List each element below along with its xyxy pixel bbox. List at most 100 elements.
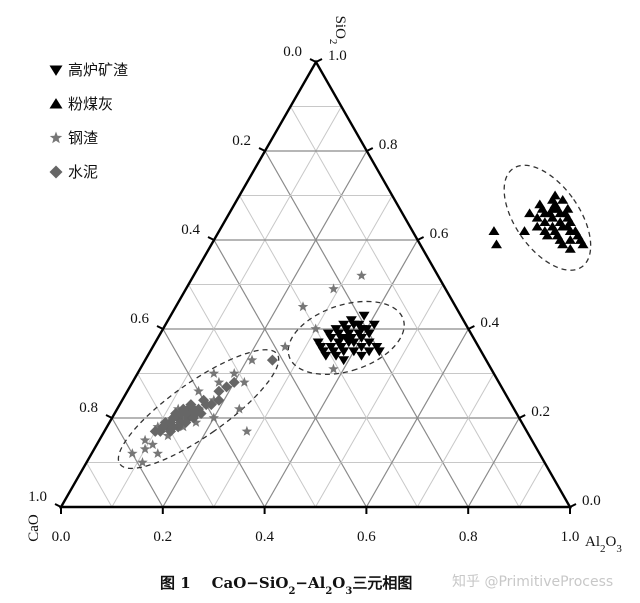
tick-label-left: 0.6 <box>130 311 149 327</box>
legend-marker-cement <box>49 165 63 179</box>
grid-line-al2o3 <box>416 373 495 508</box>
point-blast_furnace_slag <box>348 347 360 357</box>
grid-line-al2o3 <box>365 328 469 508</box>
ellipse-fly_ash <box>503 164 592 271</box>
point-blast_furnace_slag <box>353 329 365 339</box>
tick-right <box>315 58 323 63</box>
point-steel_slag <box>239 376 250 387</box>
point-steel_slag <box>297 301 309 312</box>
tick-label-bottom: 0.4 <box>255 529 274 545</box>
tick-label-left: 0.4 <box>181 222 200 238</box>
point-steel_slag <box>208 368 220 378</box>
caption-text: 三元相图 <box>352 574 412 592</box>
tick-label-right: 0.2 <box>531 404 550 420</box>
point-blast_furnace_slag <box>358 311 370 321</box>
figure-caption: 图 1 CaO−SiO2−Al2O3三元相图 <box>160 574 412 597</box>
tick-right <box>569 503 577 508</box>
point-blast_furnace_slag <box>371 342 383 352</box>
legend-label-cement: 水泥 <box>68 163 98 181</box>
point-blast_furnace_slag <box>330 351 342 361</box>
point-steel_slag <box>152 421 163 432</box>
point-steel_slag <box>234 403 245 414</box>
point-fly_ash <box>534 199 546 209</box>
point-steel_slag <box>152 448 163 458</box>
legend-marker-steel_slag <box>49 131 63 144</box>
point-blast_furnace_slag <box>325 342 337 352</box>
point-fly_ash <box>549 226 561 235</box>
grid-line-cao <box>86 462 113 508</box>
point-fly_ash <box>524 208 536 218</box>
legend-marker-blast_furnace_slag <box>49 65 63 76</box>
point-steel_slag <box>229 368 240 378</box>
point-steel_slag <box>213 376 225 387</box>
point-cement <box>228 376 240 388</box>
point-cement <box>266 354 278 366</box>
point-steel_slag <box>241 425 253 436</box>
ellipses <box>117 164 592 470</box>
caption-text: 2 <box>325 586 332 597</box>
point-fly_ash <box>541 230 553 240</box>
point-blast_furnace_slag <box>322 329 334 339</box>
point-steel_slag <box>190 416 202 427</box>
point-steel_slag <box>139 434 151 445</box>
point-fly_ash <box>536 203 548 213</box>
tick-left <box>54 503 62 508</box>
tick-label-right: 0.0 <box>582 493 601 509</box>
point-fly_ash <box>562 203 574 213</box>
point-steel_slag <box>139 443 151 454</box>
tick-label-left: 0.0 <box>283 44 302 60</box>
point-fly_ash <box>557 195 569 204</box>
point-blast_furnace_slag <box>363 347 375 357</box>
tick-left <box>156 325 164 330</box>
point-steel_slag <box>137 457 148 467</box>
grid-line-al2o3 <box>467 417 520 508</box>
point-steel_slag <box>328 283 339 294</box>
point-blast_furnace_slag <box>355 342 367 352</box>
point-fly_ash <box>531 212 543 222</box>
point-cement <box>200 399 212 411</box>
triangle-frame <box>58 59 573 509</box>
tick-label-right: 0.4 <box>480 315 499 331</box>
point-blast_furnace_slag <box>345 316 357 326</box>
axis-label-sio2: SiO2 <box>327 16 348 45</box>
point-steel_slag <box>127 448 138 458</box>
tick-right <box>467 325 475 330</box>
point-blast_furnace_slag <box>338 356 350 366</box>
point-blast_furnace_slag <box>327 347 339 357</box>
tick-right <box>518 414 526 419</box>
point-steel_slag <box>162 430 174 441</box>
tick-label-left: 1.0 <box>28 489 47 505</box>
point-blast_furnace_slag <box>343 329 355 339</box>
grid-line-al2o3 <box>518 462 546 508</box>
tick-label-left: 0.2 <box>232 133 251 149</box>
point-fly_ash <box>490 239 502 249</box>
point-steel_slag <box>178 421 189 432</box>
point-cement <box>170 408 182 420</box>
tick-label-right: 0.8 <box>379 137 398 153</box>
legend-label-fly_ash: 粉煤灰 <box>68 95 113 113</box>
grid-line-cao <box>239 195 418 508</box>
point-cement <box>180 408 192 420</box>
point-blast_furnace_slag <box>338 320 350 330</box>
point-blast_furnace_slag <box>361 325 373 334</box>
point-fly_ash <box>488 226 500 235</box>
ellipse-blast_furnace_slag <box>287 300 405 376</box>
point-cement <box>190 408 202 420</box>
point-fly_ash <box>544 208 556 218</box>
grid-line-cao <box>290 106 520 508</box>
point-cement <box>185 399 197 411</box>
point-cement <box>180 416 192 428</box>
point-steel_slag <box>172 403 184 414</box>
caption-text: O <box>332 574 345 592</box>
point-blast_furnace_slag <box>340 334 352 343</box>
point-blast_furnace_slag <box>363 338 375 348</box>
tick-label-right: 0.6 <box>430 226 449 242</box>
tick-left <box>105 414 113 419</box>
legend-label-steel_slag: 钢渣 <box>68 129 98 147</box>
point-blast_furnace_slag <box>355 351 367 361</box>
point-cement <box>221 381 233 393</box>
point-steel_slag <box>246 354 258 365</box>
point-steel_slag <box>356 270 367 280</box>
point-fly_ash <box>564 235 576 244</box>
